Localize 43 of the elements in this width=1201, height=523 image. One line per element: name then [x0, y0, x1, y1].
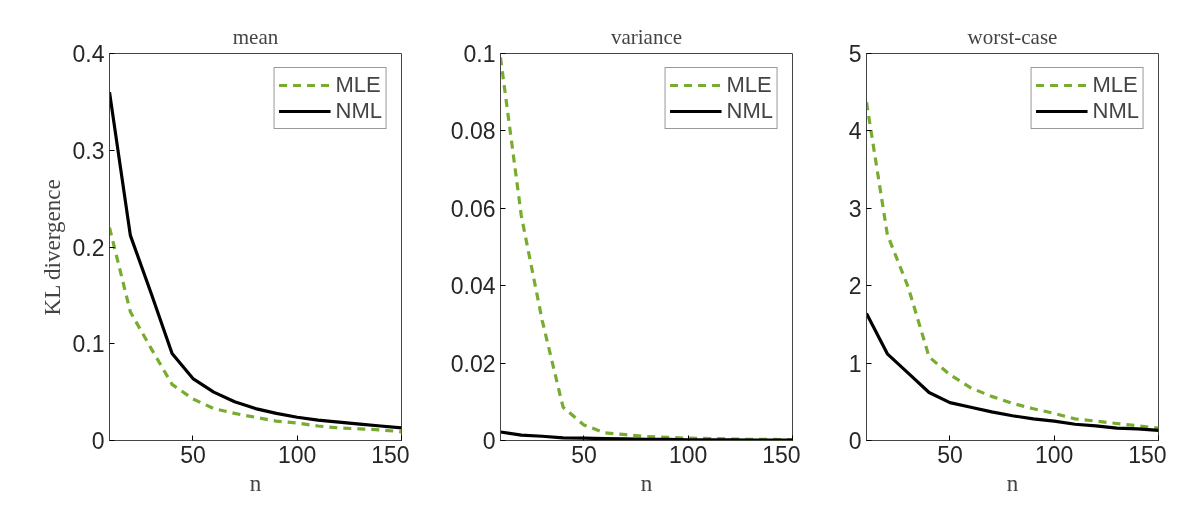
- legend-label: NML: [1092, 98, 1139, 124]
- y-tick-label: 4: [848, 118, 862, 145]
- legend-label: NML: [726, 98, 773, 124]
- y-tick-label: 0.04: [450, 273, 496, 300]
- x-tick-label: 50: [571, 441, 597, 468]
- x-tick-label: 50: [180, 441, 206, 468]
- y-tick-label: 0.02: [450, 350, 496, 377]
- y-axis-title: KL divergence: [39, 179, 65, 316]
- y-tick-label: 0: [482, 428, 496, 454]
- x-tick-label: 50: [937, 441, 963, 468]
- y-tick-label: 0.1: [463, 41, 496, 67]
- line-series: [500, 55, 793, 441]
- x-axis-title: n: [1006, 470, 1019, 496]
- legend-label: NML: [335, 98, 382, 124]
- y-tick-label: 0.2: [72, 234, 105, 261]
- x-tick-label: 150: [371, 441, 410, 468]
- line-series: [866, 100, 1159, 430]
- y-tick-label: 0.4: [72, 41, 105, 67]
- y-tick-label: 3: [848, 195, 862, 222]
- x-axis-title: n: [249, 470, 262, 496]
- x-tick-label: 150: [1128, 441, 1167, 468]
- y-tick-label: 0.3: [72, 137, 105, 164]
- x-tick-label: 100: [278, 441, 317, 468]
- line-series: [109, 226, 402, 434]
- legend-label: MLE: [726, 72, 772, 98]
- y-tick-label: 2: [848, 273, 862, 300]
- x-tick-label: 150: [762, 441, 801, 468]
- x-axis-title: n: [640, 470, 653, 496]
- x-tick-label: 100: [669, 441, 708, 468]
- y-tick-label: 0.1: [72, 331, 105, 358]
- line-series: [866, 311, 1159, 433]
- y-tick-label: 5: [848, 41, 862, 67]
- chart-title: worst-case: [967, 24, 1058, 49]
- y-tick-label: 0.06: [450, 195, 496, 222]
- legend-label: MLE: [335, 72, 381, 98]
- x-tick-label: 100: [1035, 441, 1074, 468]
- y-tick-label: 1: [848, 350, 862, 377]
- y-tick-label: 0.08: [450, 118, 496, 145]
- chart-title: variance: [610, 24, 683, 49]
- y-tick-label: 0: [848, 428, 862, 454]
- chart-title: mean: [232, 24, 279, 49]
- legend-label: MLE: [1092, 72, 1138, 98]
- y-tick-label: 0: [91, 428, 105, 454]
